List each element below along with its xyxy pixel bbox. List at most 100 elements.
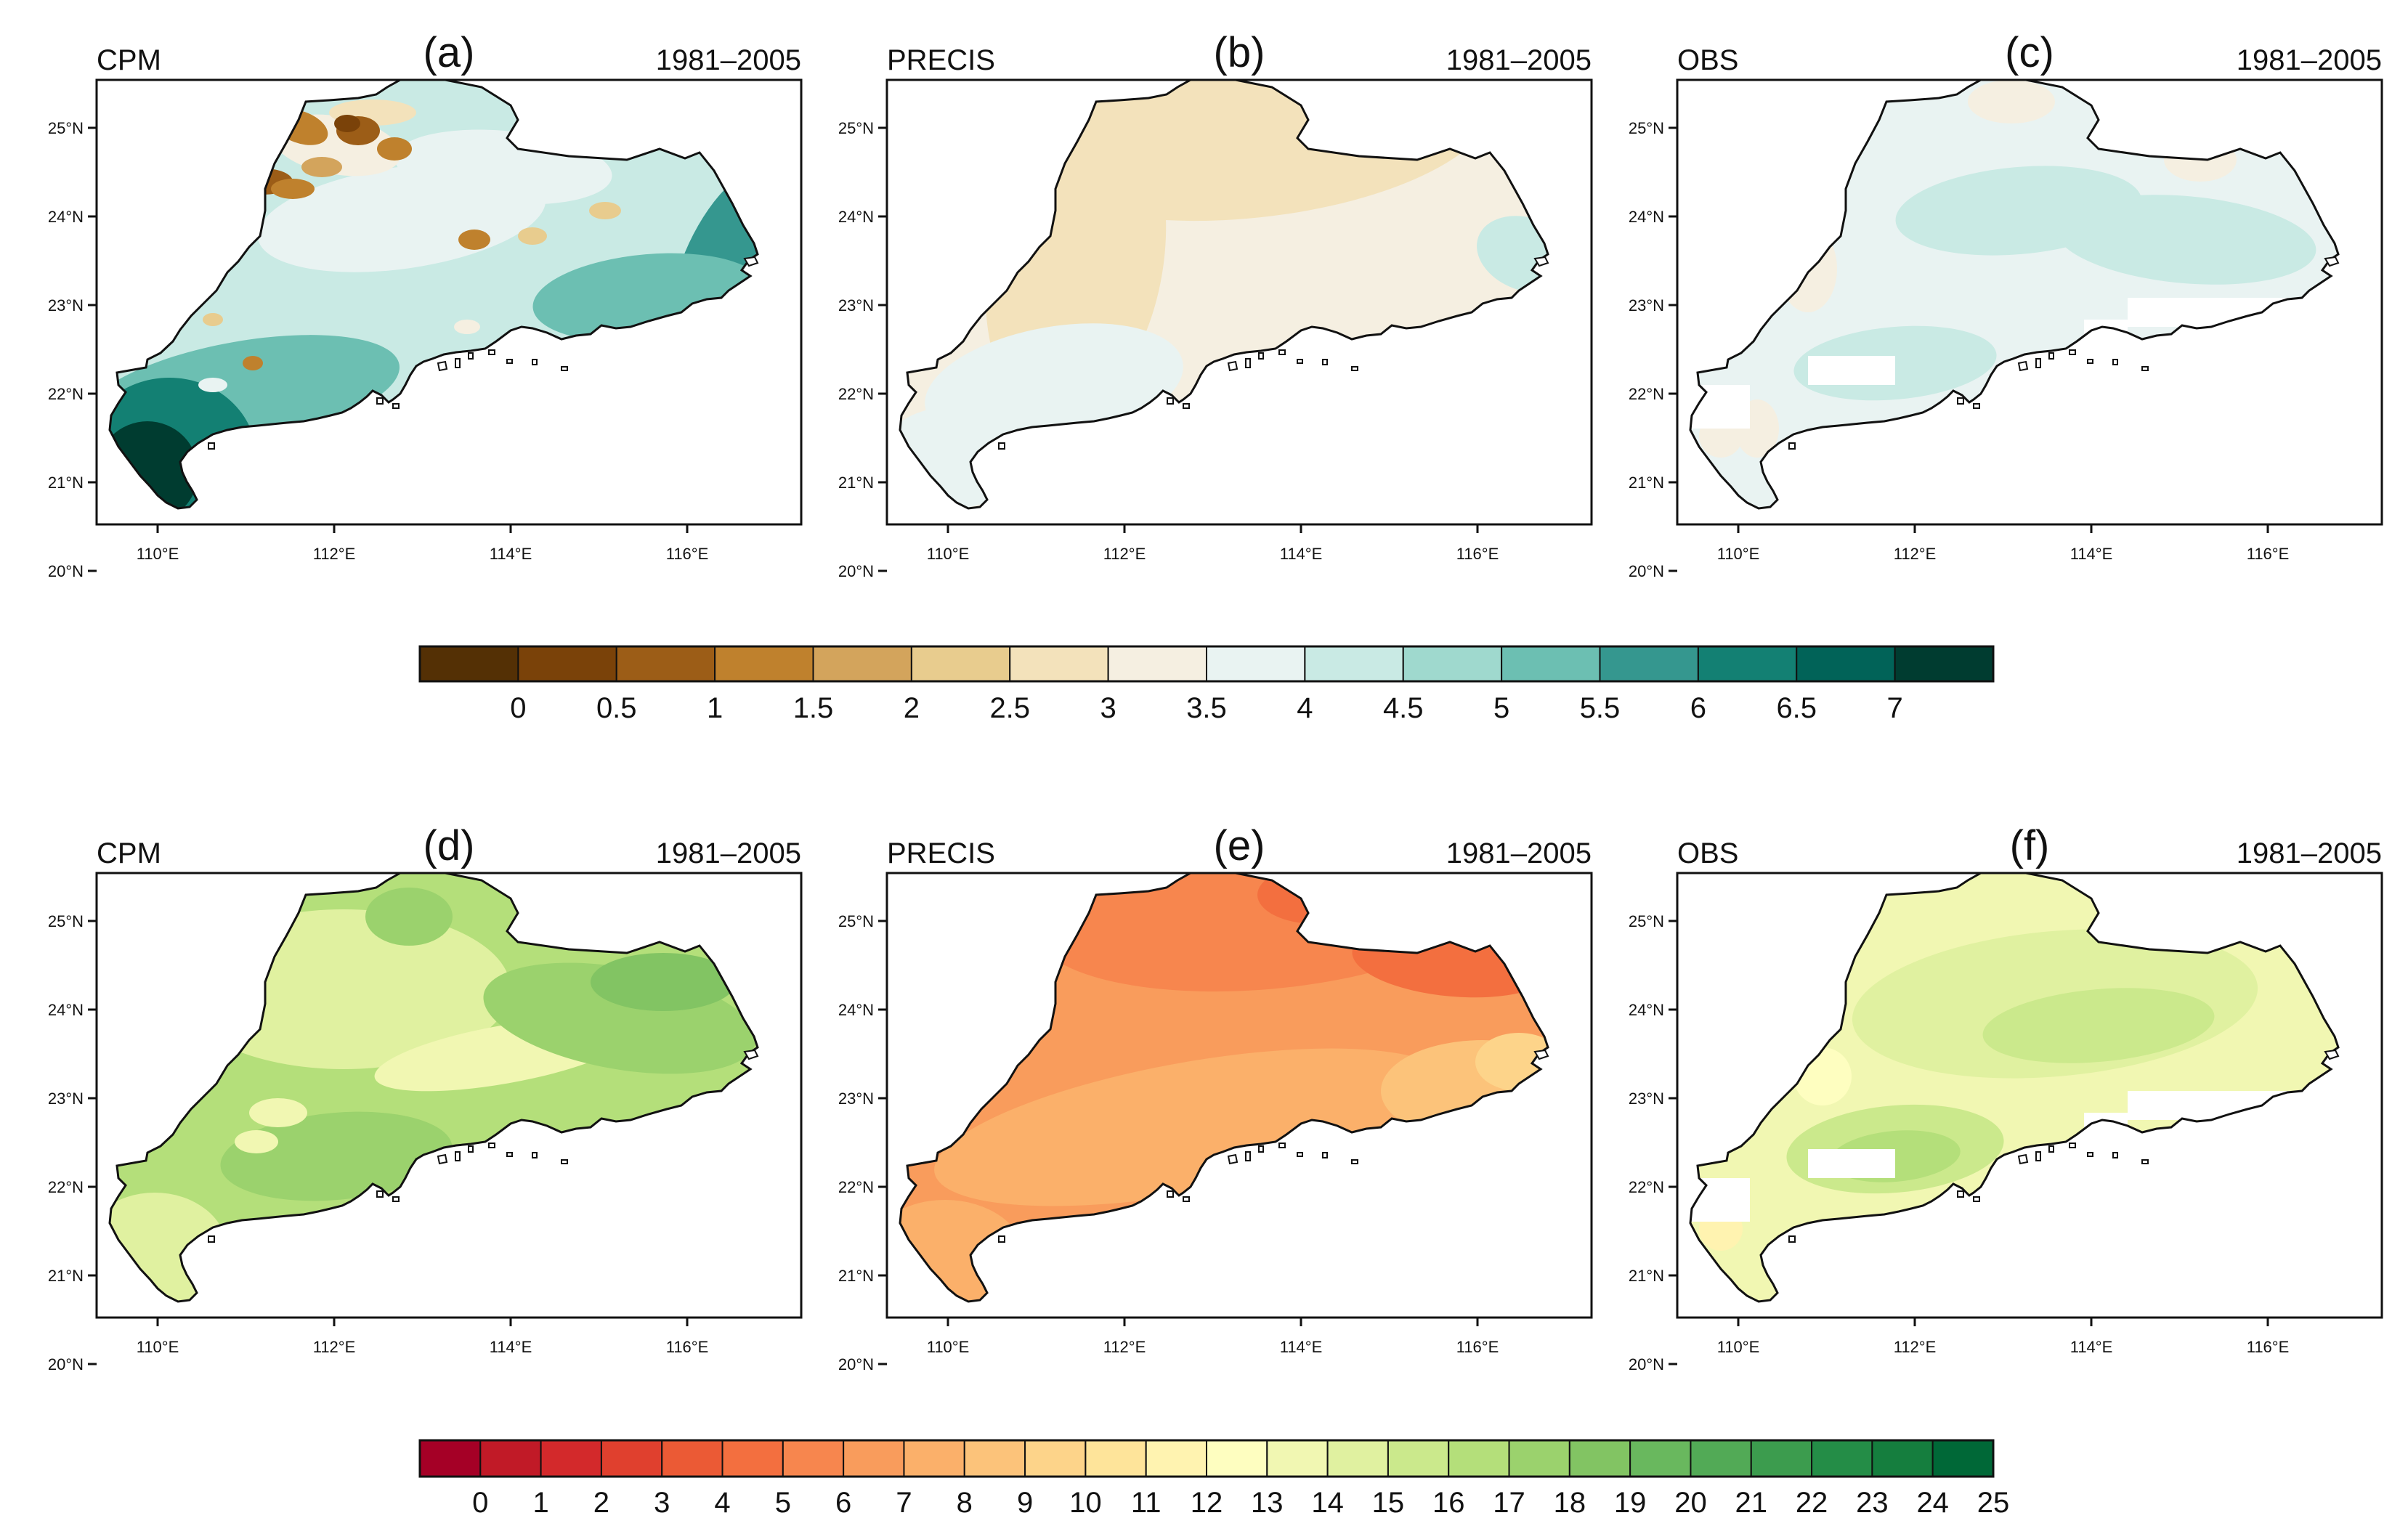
colorbar-swatch	[903, 1440, 965, 1477]
field-missing	[1808, 1149, 1895, 1178]
colorbar-label: 8	[957, 1487, 973, 1519]
colorbar-label: 17	[1493, 1487, 1525, 1519]
colorbar-swatch	[782, 1440, 845, 1477]
lat-tick-label: 23°N	[48, 296, 84, 314]
panel-letter: (b)	[1214, 29, 1265, 76]
island	[455, 358, 461, 368]
map-panel-a: 25°N 24°N 23°N 22°N 21°N 20°N 110°E 112°E 114°E 1…	[48, 29, 803, 580]
field-blob	[518, 227, 547, 245]
island	[1322, 359, 1328, 365]
colorbar-label: 6.5	[1776, 692, 1817, 724]
island	[2112, 359, 2118, 365]
province-outline	[899, 78, 1549, 510]
map-panel-f: 25°N 24°N 23°N 22°N 21°N 20°N 110°E 112°E 114°E 1…	[1629, 822, 2383, 1373]
lon-tick-label: 114°E	[1280, 1338, 1323, 1356]
plot-frame	[1676, 872, 2383, 1319]
map-panel-c: 25°N 24°N 23°N 22°N 21°N 20°N 110°E 112°E 114°E 1…	[1629, 29, 2383, 580]
lat-tick-label: 23°N	[48, 1089, 84, 1108]
island	[468, 352, 474, 360]
island	[1227, 360, 1239, 372]
field-blob	[591, 953, 736, 1011]
island	[743, 1049, 759, 1060]
field-inner	[900, 873, 1548, 1302]
colorbar-swatch	[419, 1440, 482, 1477]
lon-tick-label: 110°E	[1717, 1338, 1760, 1356]
field-blob	[934, 1048, 1450, 1206]
lat-tick-label: 20°N	[838, 562, 874, 580]
panel-source-label: CPM	[97, 44, 161, 76]
colorbar-label: 1	[532, 1487, 548, 1519]
island	[506, 1152, 513, 1157]
lon-tick-label: 114°E	[2070, 1338, 2113, 1356]
island	[1957, 1190, 1964, 1198]
island	[532, 359, 538, 365]
lon-tick-label: 112°E	[313, 1338, 356, 1356]
island	[1245, 358, 1251, 368]
lat-tick-label: 21°N	[48, 474, 84, 492]
island	[488, 349, 495, 355]
lon-tick-label: 110°E	[927, 545, 970, 563]
colorbar-label: 4.5	[1383, 692, 1424, 724]
island	[2141, 366, 2149, 371]
lon-tick-label: 116°E	[2247, 1338, 2290, 1356]
colorbar-frame	[418, 645, 1995, 683]
island	[1297, 359, 1303, 364]
field-blob	[589, 202, 621, 219]
field-inner	[110, 80, 758, 508]
field-blob	[235, 1130, 278, 1153]
colorbar-swatch	[419, 646, 519, 682]
lat-tick-label: 21°N	[1629, 474, 1664, 492]
colorbar-swatch	[1206, 646, 1306, 682]
lat-tick-label: 22°N	[48, 385, 84, 403]
island	[2069, 349, 2076, 355]
lat-tick-label: 24°N	[48, 1001, 84, 1019]
island	[1322, 1152, 1328, 1158]
colorbar-label: 2	[593, 1487, 609, 1519]
island	[2324, 256, 2340, 267]
plot-frame	[95, 78, 803, 526]
colorbar-label: 6	[835, 1487, 851, 1519]
island	[208, 442, 215, 450]
province-outline	[108, 78, 759, 510]
panel-source-label: CPM	[97, 837, 161, 869]
lat-tick-label: 23°N	[1629, 1089, 1664, 1108]
island	[2017, 360, 2029, 372]
field-group	[110, 80, 758, 508]
colorbar-label: 11	[1131, 1487, 1162, 1519]
colorbar-label: 3	[654, 1487, 670, 1519]
island	[2048, 352, 2054, 360]
province-outline	[108, 872, 759, 1303]
island	[1351, 366, 1358, 371]
island	[743, 256, 759, 267]
colorbar-swatch	[1085, 1440, 1147, 1477]
island	[2048, 1145, 2054, 1153]
island	[1245, 1151, 1251, 1161]
field-blob	[1477, 216, 1548, 293]
island	[1788, 1235, 1796, 1243]
panel-period: 1981–2005	[656, 837, 801, 869]
colorbar-label: 1.5	[793, 692, 834, 724]
lon-tick-label: 112°E	[1894, 1338, 1937, 1356]
lat-tick-label: 24°N	[1629, 1001, 1664, 1019]
colorbar-label: 3.5	[1186, 692, 1227, 724]
colorbar-label: 2	[904, 692, 920, 724]
colorbar-label: 0.5	[596, 692, 637, 724]
lat-tick-label: 24°N	[48, 208, 84, 226]
field-blob	[271, 179, 315, 199]
field-blob	[377, 137, 412, 161]
island	[392, 403, 400, 409]
island	[1258, 1145, 1264, 1153]
colorbar-label: 20	[1674, 1487, 1707, 1519]
panel-source-label: OBS	[1677, 44, 1738, 76]
map-panel-d: 25°N 24°N 23°N 22°N 21°N 20°N 110°E 112°E 114°E 1…	[48, 822, 803, 1373]
colorbar-label: 23	[1856, 1487, 1889, 1519]
island	[376, 1190, 384, 1198]
field-blob	[203, 313, 223, 326]
lat-tick-label: 20°N	[48, 1355, 84, 1373]
field-blob	[334, 115, 360, 132]
lon-tick-label: 110°E	[1717, 545, 1760, 563]
colorbar-swatch	[661, 1440, 723, 1477]
lon-tick-label: 110°E	[927, 1338, 970, 1356]
lat-tick-label: 22°N	[1629, 1178, 1664, 1196]
